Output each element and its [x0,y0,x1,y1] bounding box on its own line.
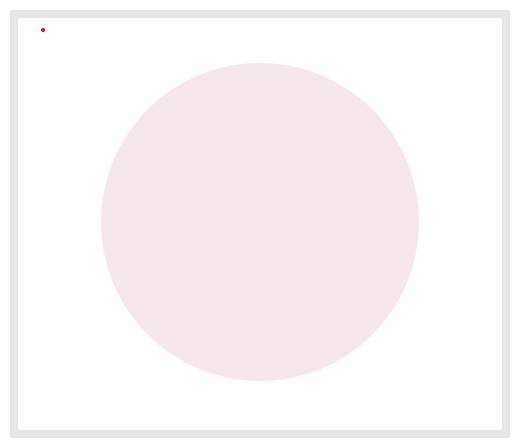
marker-dot[interactable] [41,28,45,32]
target-circle[interactable] [101,63,419,381]
drawing-canvas[interactable] [10,10,510,438]
